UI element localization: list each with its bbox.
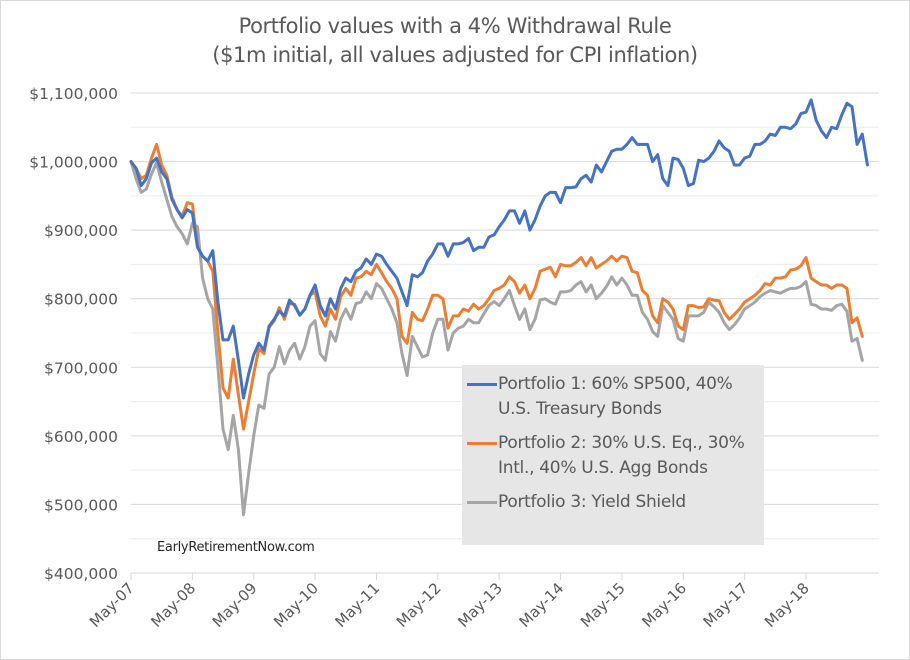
series-line-portfolio-2 <box>129 142 864 431</box>
chart-title: Portfolio values with a 4% Withdrawal Ru… <box>0 12 910 70</box>
x-tick-label: May-07 <box>86 579 138 631</box>
legend-label-portfolio-3: Portfolio 3: Yield Shield <box>498 492 686 512</box>
chart-subtitle: ($1m initial, all values adjusted for CP… <box>212 43 698 67</box>
y-tick-label: $500,000 <box>44 496 118 514</box>
x-tick-label: May-13 <box>454 579 506 631</box>
y-tick-label: $400,000 <box>44 565 118 583</box>
series-lines <box>129 98 869 517</box>
x-tick-label: May-10 <box>270 579 322 631</box>
chart-title-line1: Portfolio values with a 4% Withdrawal Ru… <box>238 14 672 38</box>
y-tick-label: $1,100,000 <box>29 85 118 103</box>
y-tick-label: $900,000 <box>44 222 118 240</box>
series-line-portfolio-1 <box>129 98 869 400</box>
legend-label-portfolio-2: Portfolio 2: 30% U.S. Eq., 30% Intl., 40… <box>498 433 745 478</box>
legend-label-portfolio-1: Portfolio 1: 60% SP500, 40% U.S. Treasur… <box>498 374 733 419</box>
x-tick-label: May-14 <box>516 579 568 631</box>
x-tick-label: May-17 <box>700 579 752 631</box>
legend-swatch-portfolio-2 <box>467 442 497 445</box>
y-tick-label: $700,000 <box>44 359 118 377</box>
x-tick-label: May-11 <box>331 579 383 631</box>
x-tick-label: May-09 <box>209 579 261 631</box>
legend-swatch-portfolio-3 <box>467 501 497 504</box>
y-tick-label: $800,000 <box>44 291 118 309</box>
watermark: EarlyRetirementNow.com <box>157 540 315 555</box>
y-axis-tick-labels: $400,000 $500,000 $600,000 $700,000 $800,000… <box>29 85 118 583</box>
y-tick-label: $600,000 <box>44 428 118 446</box>
x-axis-tick-labels: May-07 May-08 May-09 May-10 May-11 May-12 May-… <box>86 579 813 631</box>
legend-swatch-portfolio-1 <box>467 383 497 386</box>
x-axis <box>130 572 879 580</box>
x-tick-label: May-12 <box>393 579 445 631</box>
x-tick-label: May-16 <box>638 579 690 631</box>
series-line-portfolio-3 <box>129 160 864 517</box>
x-tick-label: May-15 <box>577 579 629 631</box>
x-tick-label: May-08 <box>147 579 199 631</box>
legend: Portfolio 1: 60% SP500, 40% U.S. Treasur… <box>462 365 764 545</box>
y-tick-label: $1,000,000 <box>29 154 118 172</box>
x-tick-label: May-18 <box>761 579 813 631</box>
